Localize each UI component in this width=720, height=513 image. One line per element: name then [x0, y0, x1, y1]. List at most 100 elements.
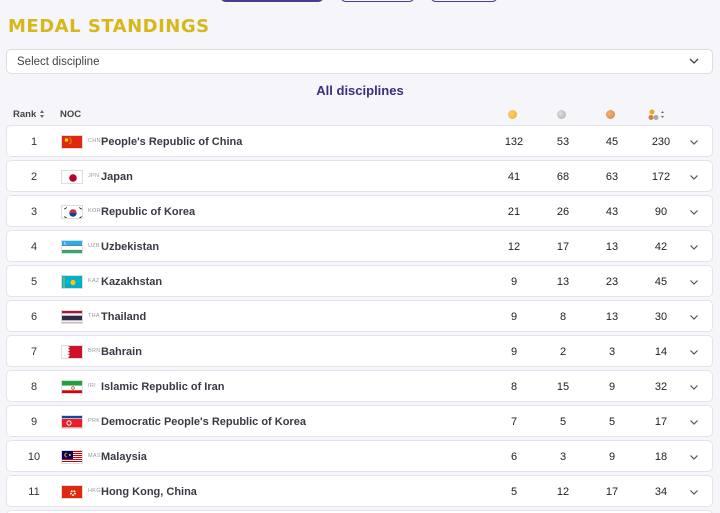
table-row[interactable]: 9 PRK Democratic People's Republic of Ko… [6, 405, 713, 437]
total-count: 14 [654, 346, 668, 358]
noc-code: IRI [88, 383, 96, 389]
country-name: Uzbekistan [101, 241, 160, 253]
gold-count: 5 [510, 486, 518, 498]
thailand-flag-icon [61, 310, 83, 324]
rank-sort-button[interactable]: Rank [13, 109, 45, 120]
iran-flag-icon [61, 380, 83, 394]
gold-count: 41 [507, 171, 521, 183]
total-count: 17 [654, 416, 668, 428]
rank-cell: 4 [30, 241, 38, 253]
bronze-count: 9 [608, 381, 616, 393]
table-row[interactable]: 8 IRI Islamic Republic of Iran 8 15 9 32 [6, 370, 713, 402]
top-tab-1[interactable] [220, 0, 324, 2]
table-row[interactable]: 11 HKG Hong Kong, China 5 12 17 34 [6, 475, 713, 507]
gold-count: 9 [510, 276, 518, 288]
total-count: 42 [654, 241, 668, 253]
china-flag-icon [61, 135, 83, 149]
bronze-count: 9 [608, 451, 616, 463]
silver-count: 15 [556, 381, 570, 393]
rank-cell: 5 [30, 276, 38, 288]
noc-code: JPN [88, 173, 100, 179]
gold-count: 132 [504, 136, 524, 148]
bronze-count: 17 [605, 486, 619, 498]
gold-count: 7 [510, 416, 518, 428]
table-row[interactable]: 10 MAS Malaysia 6 3 9 18 [6, 440, 713, 472]
chevron-down-icon[interactable] [688, 171, 700, 183]
rank-header-label: Rank [13, 109, 37, 120]
silver-count: 8 [559, 311, 567, 323]
gold-count: 9 [510, 311, 518, 323]
noc-code: CHN [88, 138, 101, 144]
korea-flag-icon [61, 205, 83, 219]
total-count: 172 [651, 171, 671, 183]
silver-count: 3 [559, 451, 567, 463]
hong-kong-flag-icon [61, 485, 83, 499]
silver-count: 26 [556, 206, 570, 218]
bronze-medal-icon[interactable] [606, 110, 615, 119]
rank-cell: 2 [30, 171, 38, 183]
country-name: Malaysia [101, 451, 147, 463]
page-title: MEDAL STANDINGS [8, 16, 210, 37]
chevron-down-icon[interactable] [688, 381, 700, 393]
country-name: People's Republic of China [101, 136, 243, 148]
table-row[interactable]: 1 CHN People's Republic of China 132 53 … [6, 125, 713, 157]
top-tab-2[interactable] [340, 0, 415, 2]
chevron-down-icon[interactable] [688, 241, 700, 253]
country-name: Bahrain [101, 346, 142, 358]
table-row[interactable]: 6 THA Thailand 9 8 13 30 [6, 300, 713, 332]
table-row[interactable]: 5 KAZ Kazakhstan 9 13 23 45 [6, 265, 713, 297]
noc-header-label: NOC [60, 109, 82, 120]
silver-count: 68 [556, 171, 570, 183]
gold-count: 21 [507, 206, 521, 218]
bahrain-flag-icon [61, 345, 83, 359]
bronze-count: 5 [608, 416, 616, 428]
japan-flag-icon [61, 170, 83, 184]
country-name: Japan [101, 171, 133, 183]
sort-icon [40, 110, 45, 119]
discipline-select[interactable]: Select discipline [6, 49, 713, 74]
rank-cell: 8 [30, 381, 38, 393]
chevron-down-icon[interactable] [688, 136, 700, 148]
table-row[interactable]: 2 JPN Japan 41 68 63 172 [6, 160, 713, 192]
total-count: 32 [654, 381, 668, 393]
bronze-count: 43 [605, 206, 619, 218]
silver-medal-icon[interactable] [557, 110, 566, 119]
rank-cell: 11 [28, 486, 40, 498]
country-name: Republic of Korea [101, 206, 196, 218]
country-name: Democratic People's Republic of Korea [101, 416, 306, 428]
bronze-count: 13 [605, 241, 619, 253]
gold-count: 8 [510, 381, 518, 393]
table-row[interactable]: 7 BRN Bahrain 9 2 3 14 [6, 335, 713, 367]
country-name: Hong Kong, China [101, 486, 197, 498]
table-header: Rank NOC [0, 106, 720, 122]
gold-count: 6 [510, 451, 518, 463]
silver-count: 12 [556, 486, 570, 498]
rank-cell: 9 [30, 416, 38, 428]
bronze-count: 63 [605, 171, 619, 183]
total-medals-icon[interactable] [648, 109, 666, 121]
chevron-down-icon[interactable] [688, 416, 700, 428]
bronze-count: 13 [605, 311, 619, 323]
chevron-down-icon[interactable] [688, 451, 700, 463]
table-row[interactable]: 4 UZB Uzbekistan 12 17 13 42 [6, 230, 713, 262]
total-count: 34 [654, 486, 668, 498]
top-tab-bar [0, 0, 720, 2]
chevron-down-icon[interactable] [688, 206, 700, 218]
chevron-down-icon[interactable] [688, 486, 700, 498]
noc-code: HKG [88, 488, 101, 494]
silver-count: 17 [556, 241, 570, 253]
discipline-select-placeholder: Select discipline [17, 55, 100, 68]
noc-code: KAZ [88, 278, 100, 284]
top-tab-3[interactable] [430, 0, 498, 2]
noc-code: MAS [88, 453, 101, 459]
chevron-down-icon[interactable] [688, 311, 700, 323]
chevron-down-icon[interactable] [688, 346, 700, 358]
noc-code: UZB [88, 243, 100, 249]
uzbekistan-flag-icon [61, 240, 83, 254]
noc-code: PRK [88, 418, 101, 424]
gold-medal-icon[interactable] [508, 110, 517, 119]
gold-count: 9 [510, 346, 518, 358]
table-row[interactable]: 3 KOR Republic of Korea 21 26 43 90 [6, 195, 713, 227]
rank-cell: 1 [30, 136, 38, 148]
chevron-down-icon[interactable] [688, 276, 700, 288]
